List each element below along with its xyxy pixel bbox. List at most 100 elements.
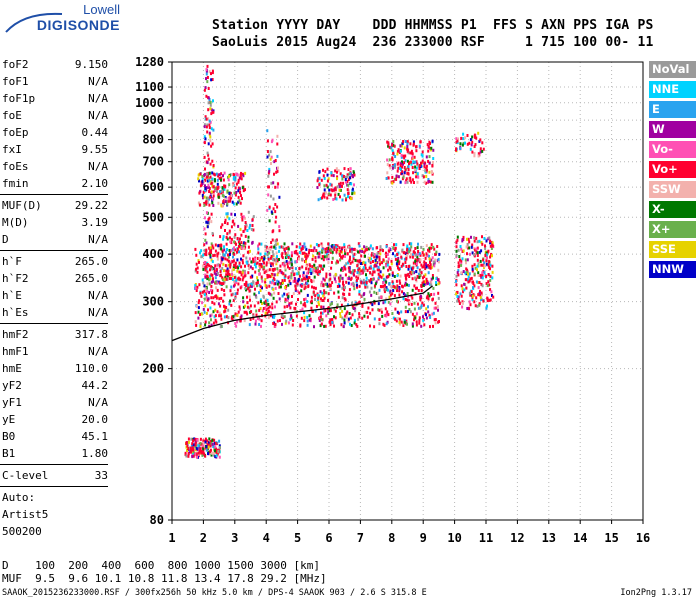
- param-row: yF1 N/A: [0, 394, 112, 411]
- echo-point: [427, 292, 430, 296]
- echo-point: [211, 267, 214, 271]
- echo-point: [402, 162, 404, 166]
- echo-point: [405, 319, 408, 323]
- echo-point: [292, 279, 295, 283]
- echo-point: [276, 273, 279, 277]
- echo-point: [210, 108, 213, 112]
- echo-point: [481, 271, 484, 275]
- echo-point: [418, 318, 421, 322]
- echo-point: [285, 260, 288, 263]
- echo-point: [269, 292, 272, 296]
- echo-point: [203, 203, 206, 207]
- echo-point: [468, 240, 471, 244]
- echo-point: [479, 147, 482, 151]
- echo-point: [212, 128, 215, 132]
- echo-point: [209, 100, 212, 104]
- echo-point: [351, 248, 354, 251]
- echo-point: [322, 168, 324, 172]
- echo-point: [279, 319, 281, 322]
- echo-point: [320, 318, 323, 321]
- echo-point: [271, 230, 274, 234]
- echo-point: [350, 271, 353, 275]
- echo-point: [371, 273, 374, 277]
- echo-point: [219, 190, 221, 194]
- echo-point: [219, 314, 222, 318]
- echo-point: [298, 267, 301, 270]
- echo-point: [202, 281, 205, 285]
- echo-point: [467, 237, 470, 241]
- echo-point: [391, 292, 394, 296]
- echo-point: [318, 252, 321, 256]
- echo-point: [332, 244, 335, 247]
- echo-point: [379, 252, 382, 256]
- echo-point: [255, 313, 258, 317]
- echo-point: [210, 242, 213, 246]
- echo-point: [206, 172, 209, 176]
- param-label: hmF2: [2, 328, 29, 341]
- echo-point: [310, 272, 313, 275]
- echo-point: [319, 290, 322, 294]
- echo-point: [325, 252, 328, 256]
- echo-point: [317, 300, 320, 304]
- header-label: S: [525, 18, 542, 33]
- echo-point: [429, 142, 431, 145]
- echo-point: [414, 292, 417, 296]
- echo-point: [368, 259, 371, 263]
- echo-point: [236, 314, 239, 317]
- echo-point: [375, 264, 378, 268]
- echo-point: [416, 286, 418, 290]
- echo-point: [232, 177, 235, 181]
- echo-point: [249, 275, 252, 279]
- echo-point: [283, 278, 286, 282]
- echo-point: [460, 284, 463, 288]
- echo-point: [204, 177, 206, 181]
- echo-point: [403, 283, 406, 287]
- echo-point: [333, 324, 335, 328]
- echo-point: [304, 245, 307, 249]
- echo-point: [328, 188, 331, 192]
- echo-point: [345, 315, 348, 319]
- echo-point: [313, 268, 316, 272]
- echo-point: [394, 248, 397, 252]
- echo-point: [367, 279, 370, 282]
- echo-point: [244, 227, 247, 231]
- echo-point: [335, 245, 338, 249]
- echo-point: [404, 273, 407, 277]
- echo-point: [360, 270, 363, 274]
- echo-point: [233, 283, 236, 287]
- echo-point: [394, 246, 397, 250]
- echo-point: [398, 279, 401, 283]
- logo-line-2: DIGISONDE: [36, 17, 120, 33]
- echo-point: [404, 298, 407, 301]
- echo-point: [186, 444, 189, 448]
- echo-point: [259, 289, 262, 292]
- echo-point: [278, 285, 281, 289]
- echo-point: [308, 263, 311, 267]
- echo-point: [477, 152, 480, 156]
- echo-point: [254, 257, 257, 261]
- echo-point: [390, 262, 393, 266]
- echo-point: [304, 285, 307, 289]
- echo-point: [218, 444, 221, 448]
- echo-point: [467, 272, 469, 276]
- echo-point: [385, 312, 388, 316]
- echo-point: [426, 294, 429, 298]
- echo-point: [291, 269, 294, 273]
- echo-point: [341, 276, 344, 280]
- echo-point: [217, 244, 220, 248]
- logo-line-1: Lowell: [83, 2, 120, 17]
- echo-point: [244, 216, 246, 220]
- echo-point: [281, 256, 284, 260]
- echo-point: [284, 256, 287, 260]
- echo-point: [363, 297, 366, 301]
- echo-region: [455, 235, 495, 311]
- echo-point: [415, 320, 418, 324]
- echo-point: [254, 322, 257, 326]
- echo-point: [224, 309, 227, 313]
- echo-point: [321, 291, 324, 295]
- echo-point: [334, 192, 337, 195]
- echo-point: [468, 141, 471, 145]
- echo-point: [438, 320, 440, 323]
- echo-point: [300, 316, 303, 320]
- echo-point: [400, 264, 403, 268]
